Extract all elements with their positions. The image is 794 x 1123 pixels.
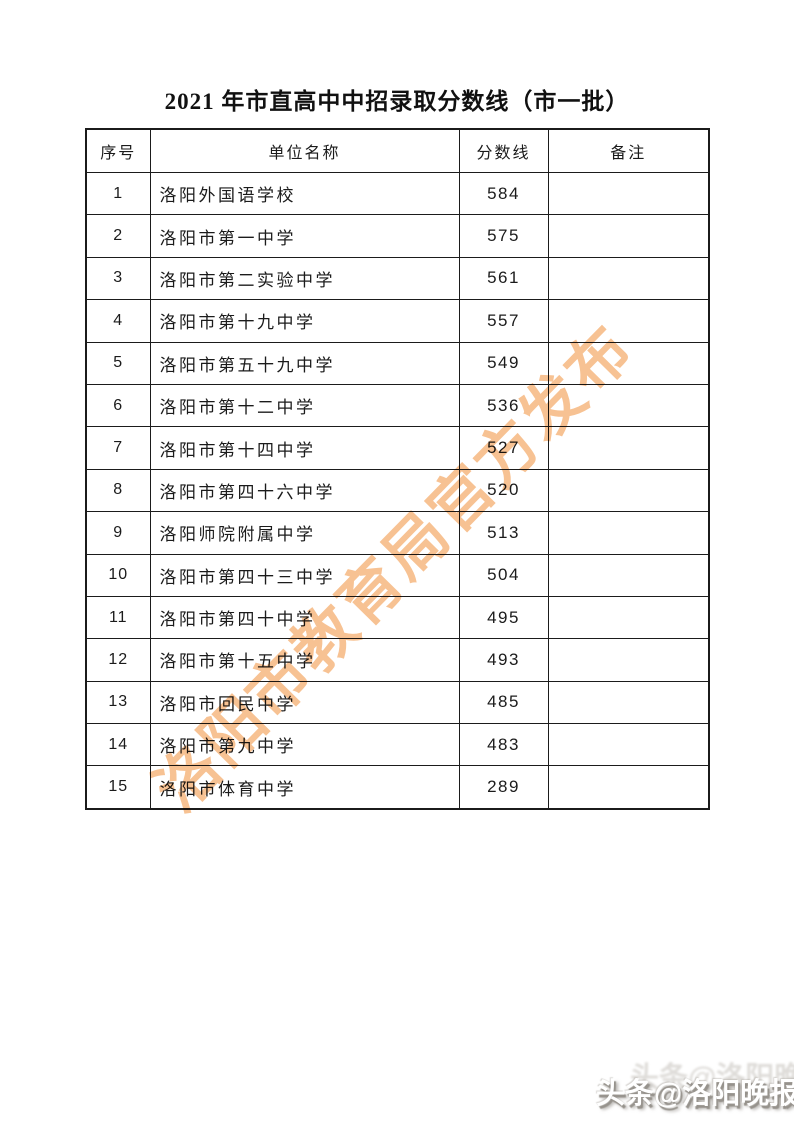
cell-serial-number: 15 <box>85 765 151 810</box>
cell-score-line: 504 <box>458 553 549 597</box>
table-row: 6 洛阳市第十二中学 536 <box>85 383 710 428</box>
cell-score-line: 483 <box>458 723 549 767</box>
cell-remark <box>547 171 710 216</box>
table-row: 2 洛阳市第一中学 575 <box>85 214 710 258</box>
header-serial-number: 序号 <box>85 128 151 173</box>
cell-school-name: 洛阳外国语学校 <box>149 171 460 216</box>
cell-school-name: 洛阳市第十五中学 <box>149 638 460 682</box>
cell-remark <box>547 426 710 470</box>
cell-serial-number: 9 <box>85 511 151 555</box>
table-row: 1 洛阳外国语学校 584 <box>85 171 710 216</box>
cell-remark <box>547 595 710 640</box>
table-row: 5 洛阳市第五十九中学 549 <box>85 341 710 385</box>
cell-school-name: 洛阳市第四十三中学 <box>149 553 460 597</box>
table-row: 15 洛阳市体育中学 289 <box>85 765 710 810</box>
publisher-stamp: 头条@洛阳晚报 头条@洛阳晚报 <box>596 1062 794 1112</box>
stamp-ghost-text: 头条@洛阳晚报 <box>630 1062 794 1094</box>
table-row: 7 洛阳市第十四中学 527 <box>85 426 710 470</box>
cell-remark <box>547 383 710 428</box>
cell-serial-number: 13 <box>85 680 151 725</box>
cell-score-line: 493 <box>458 638 549 682</box>
cell-score-line: 584 <box>458 171 549 216</box>
cell-score-line: 549 <box>458 341 549 385</box>
cell-serial-number: 6 <box>85 383 151 428</box>
cell-score-line: 289 <box>458 765 549 810</box>
cell-school-name: 洛阳市第五十九中学 <box>149 341 460 385</box>
table-row: 11 洛阳市第四十中学 495 <box>85 595 710 640</box>
page-title: 2021 年市直高中中招录取分数线（市一批） <box>164 89 630 114</box>
table-row: 3 洛阳市第二实验中学 561 <box>85 256 710 301</box>
cell-score-line: 495 <box>458 595 549 640</box>
cell-school-name: 洛阳市第十四中学 <box>149 426 460 470</box>
cell-remark <box>547 341 710 385</box>
header-score-line: 分数线 <box>458 128 549 173</box>
cell-school-name: 洛阳市第四十中学 <box>149 595 460 640</box>
cell-remark <box>547 511 710 555</box>
cell-serial-number: 7 <box>85 426 151 470</box>
cell-school-name: 洛阳市第九中学 <box>149 723 460 767</box>
cell-serial-number: 5 <box>85 341 151 385</box>
cell-score-line: 513 <box>458 511 549 555</box>
table-row: 14 洛阳市第九中学 483 <box>85 723 710 767</box>
cell-school-name: 洛阳市第四十六中学 <box>149 468 460 513</box>
cell-serial-number: 8 <box>85 468 151 513</box>
cell-remark <box>547 723 710 767</box>
cell-score-line: 527 <box>458 426 549 470</box>
cell-remark <box>547 256 710 301</box>
cell-score-line: 557 <box>458 299 549 343</box>
cell-remark <box>547 468 710 513</box>
table-row: 12 洛阳市第十五中学 493 <box>85 638 710 682</box>
cell-serial-number: 4 <box>85 299 151 343</box>
cell-remark <box>547 553 710 597</box>
table-row: 8 洛阳市第四十六中学 520 <box>85 468 710 513</box>
cell-school-name: 洛阳市第二实验中学 <box>149 256 460 301</box>
header-remark: 备注 <box>547 128 710 173</box>
cell-serial-number: 1 <box>85 171 151 216</box>
cell-remark <box>547 299 710 343</box>
cell-score-line: 536 <box>458 383 549 428</box>
cell-remark <box>547 680 710 725</box>
cell-school-name: 洛阳市第十二中学 <box>149 383 460 428</box>
cell-serial-number: 14 <box>85 723 151 767</box>
cell-score-line: 485 <box>458 680 549 725</box>
table-row: 9 洛阳师院附属中学 513 <box>85 511 710 555</box>
header-school-name: 单位名称 <box>149 128 460 173</box>
stamp-main-text: 头条@洛阳晚报 <box>596 1078 794 1110</box>
cell-serial-number: 11 <box>85 595 151 640</box>
cell-serial-number: 2 <box>85 214 151 258</box>
cell-score-line: 561 <box>458 256 549 301</box>
table-row: 13 洛阳市回民中学 485 <box>85 680 710 725</box>
cell-serial-number: 12 <box>85 638 151 682</box>
cell-school-name: 洛阳市回民中学 <box>149 680 460 725</box>
cell-school-name: 洛阳市第一中学 <box>149 214 460 258</box>
cell-remark <box>547 638 710 682</box>
cell-serial-number: 10 <box>85 553 151 597</box>
cell-school-name: 洛阳市第十九中学 <box>149 299 460 343</box>
cell-remark <box>547 214 710 258</box>
cell-school-name: 洛阳师院附属中学 <box>149 511 460 555</box>
table-header-row: 序号 单位名称 分数线 备注 <box>85 128 710 173</box>
cell-score-line: 575 <box>458 214 549 258</box>
cell-serial-number: 3 <box>85 256 151 301</box>
table-row: 4 洛阳市第十九中学 557 <box>85 299 710 343</box>
score-table: 序号 单位名称 分数线 备注 1 洛阳外国语学校 584 2 洛阳市第一中学 5… <box>85 128 710 810</box>
cell-score-line: 520 <box>458 468 549 513</box>
table-row: 10 洛阳市第四十三中学 504 <box>85 553 710 597</box>
cell-remark <box>547 765 710 810</box>
cell-school-name: 洛阳市体育中学 <box>149 765 460 810</box>
